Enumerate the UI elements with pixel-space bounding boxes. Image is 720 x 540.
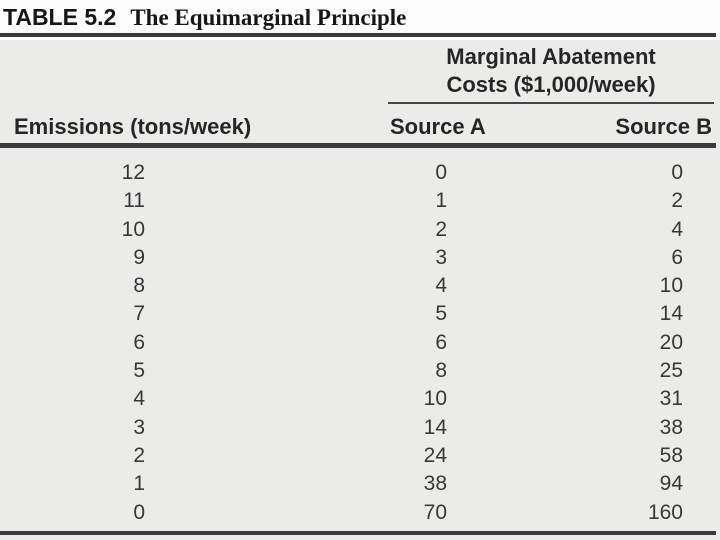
source-b-cell: 2 — [671, 189, 683, 213]
source-a-cell: 24 — [423, 443, 447, 467]
source-b-cell: 31 — [659, 387, 683, 411]
emissions-cell: 8 — [133, 274, 145, 298]
spanner-line1: Marginal Abatement — [446, 44, 656, 69]
table-row: 11 1 2 — [0, 187, 686, 215]
source-b-cell: 14 — [659, 302, 683, 326]
column-header-source-a: Source A — [390, 114, 486, 139]
header-rule — [0, 143, 716, 148]
emissions-cell: 4 — [133, 387, 145, 411]
source-b-cell: 0 — [671, 161, 683, 184]
spanner-rule — [388, 102, 714, 104]
table-row: 9 3 6 — [0, 244, 686, 272]
top-rule — [0, 33, 716, 37]
emissions-cell: 10 — [121, 217, 145, 241]
source-a-cell: 70 — [423, 500, 447, 524]
column-header-emissions: Emissions (tons/week) — [14, 114, 252, 139]
source-a-cell: 10 — [423, 387, 447, 411]
emissions-cell: 2 — [133, 443, 145, 467]
source-b-cell: 4 — [671, 217, 683, 241]
table-row: 5 8 25 — [0, 357, 686, 385]
table-row: 8 4 10 — [0, 272, 686, 300]
emissions-cell: 5 — [133, 359, 145, 383]
table-number-label: TABLE 5.2 — [3, 4, 117, 30]
table-row: 7 5 14 — [0, 300, 686, 328]
source-a-cell: 1 — [435, 189, 447, 213]
emissions-cell: 6 — [133, 330, 145, 354]
source-a-cell: 3 — [435, 245, 447, 269]
source-a-cell: 4 — [435, 274, 447, 298]
table-row: 3 14 38 — [0, 414, 686, 442]
source-b-cell: 10 — [659, 274, 683, 298]
source-a-cell: 2 — [435, 217, 447, 241]
source-a-cell: 5 — [435, 302, 447, 326]
source-b-cell: 6 — [671, 245, 683, 269]
table-body: 12 0 0 11 1 2 10 2 4 9 3 6 8 4 10 7 5 14 6 6 20 5 8 25 4 10 31 3 14 3… — [0, 159, 686, 527]
source-a-cell: 6 — [435, 330, 447, 354]
source-b-cell: 25 — [659, 359, 683, 383]
emissions-cell: 9 — [133, 245, 145, 269]
table-row: 2 24 58 — [0, 442, 686, 470]
spanner-header: Marginal Abatement Costs ($1,000/week) — [388, 43, 714, 99]
emissions-cell: 1 — [133, 472, 145, 496]
source-a-cell: 14 — [423, 415, 447, 439]
source-b-cell: 38 — [659, 415, 683, 439]
source-b-cell: 20 — [659, 330, 683, 354]
bottom-rule — [0, 531, 716, 535]
source-a-cell: 0 — [435, 161, 447, 184]
source-b-cell: 58 — [659, 443, 683, 467]
emissions-cell: 0 — [133, 500, 145, 524]
table-row: 1 38 94 — [0, 470, 686, 498]
table-panel: Marginal Abatement Costs ($1,000/week) E… — [0, 40, 720, 540]
table-title: TABLE 5.2 The Equimarginal Principle — [3, 4, 406, 31]
source-b-cell: 160 — [647, 500, 683, 524]
table-row: 6 6 20 — [0, 329, 686, 357]
column-header-source-b: Source B — [615, 114, 712, 139]
table-row: 4 10 31 — [0, 385, 686, 413]
emissions-cell: 12 — [121, 161, 145, 184]
source-a-cell: 8 — [435, 359, 447, 383]
table-row: 10 2 4 — [0, 216, 686, 244]
emissions-cell: 11 — [123, 189, 145, 213]
emissions-cell: 7 — [133, 302, 145, 326]
source-b-cell: 94 — [659, 472, 683, 496]
spanner-line2: Costs ($1,000/week) — [446, 72, 656, 97]
table-row: 12 0 0 — [0, 159, 686, 187]
source-a-cell: 38 — [423, 472, 447, 496]
emissions-cell: 3 — [133, 415, 145, 439]
table-title-text: The Equimarginal Principle — [130, 5, 407, 30]
table-row: 0 70 160 — [0, 499, 686, 527]
